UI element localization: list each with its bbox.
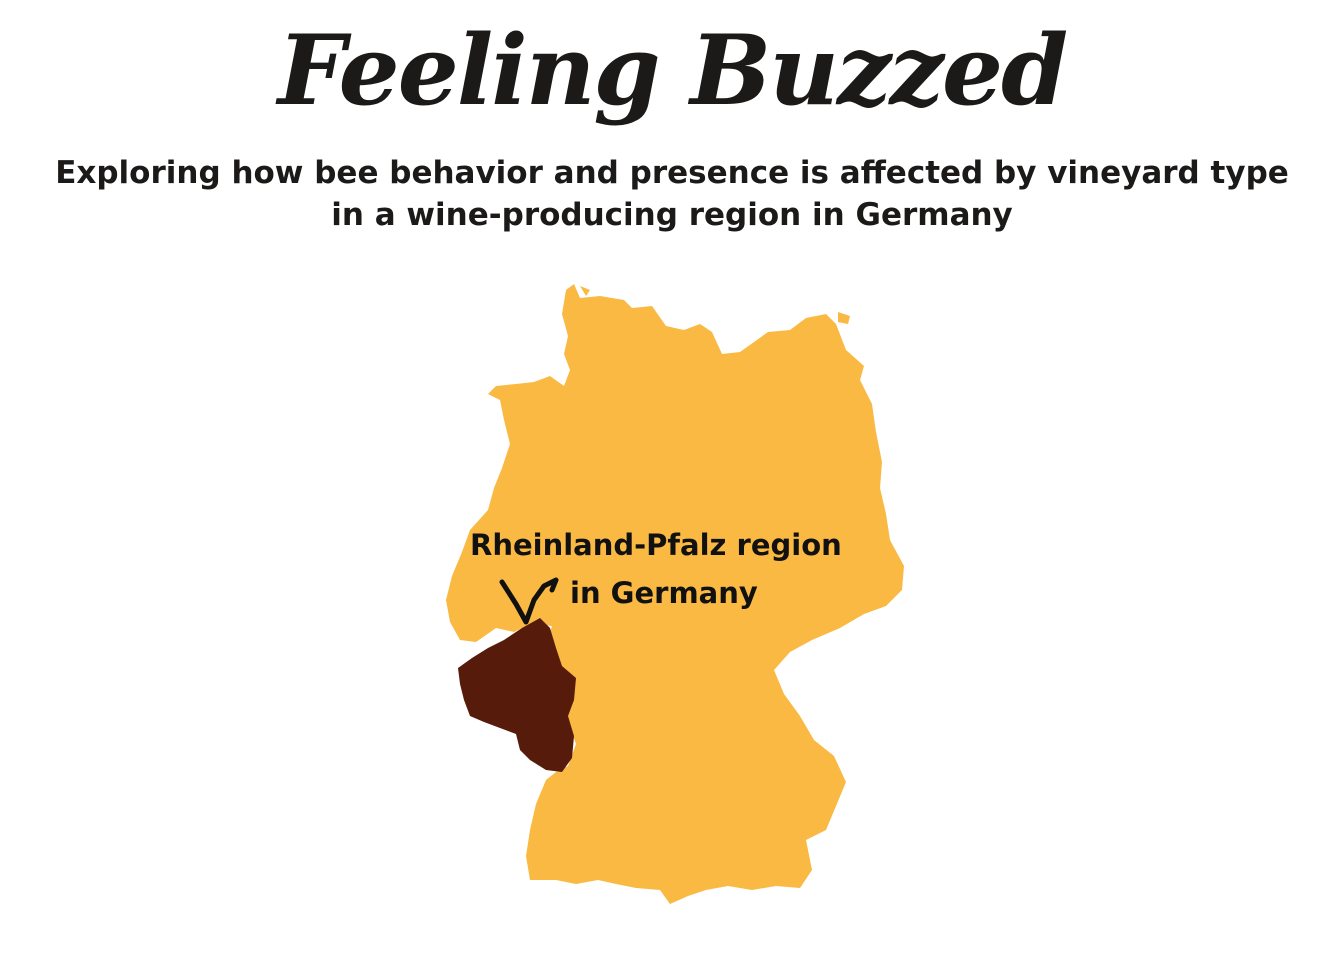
island-1 <box>838 312 850 324</box>
region-label-line-1: Rheinland-Pfalz region <box>470 528 842 562</box>
island-3 <box>580 286 590 296</box>
check-mark <box>499 577 559 625</box>
region-label-line-2: in Germany <box>570 576 758 610</box>
subtitle-line-2: in a wine-producing region in Germany <box>331 197 1013 233</box>
germany-shape <box>446 284 904 904</box>
subtitle-line-1: Exploring how bee behavior and presence … <box>55 155 1289 191</box>
rheinland-pfalz-region[interactable] <box>458 618 576 772</box>
page-subtitle: Exploring how bee behavior and presence … <box>20 152 1324 236</box>
page-title: Feeling Buzzed <box>277 14 1069 127</box>
island-2 <box>542 388 556 396</box>
